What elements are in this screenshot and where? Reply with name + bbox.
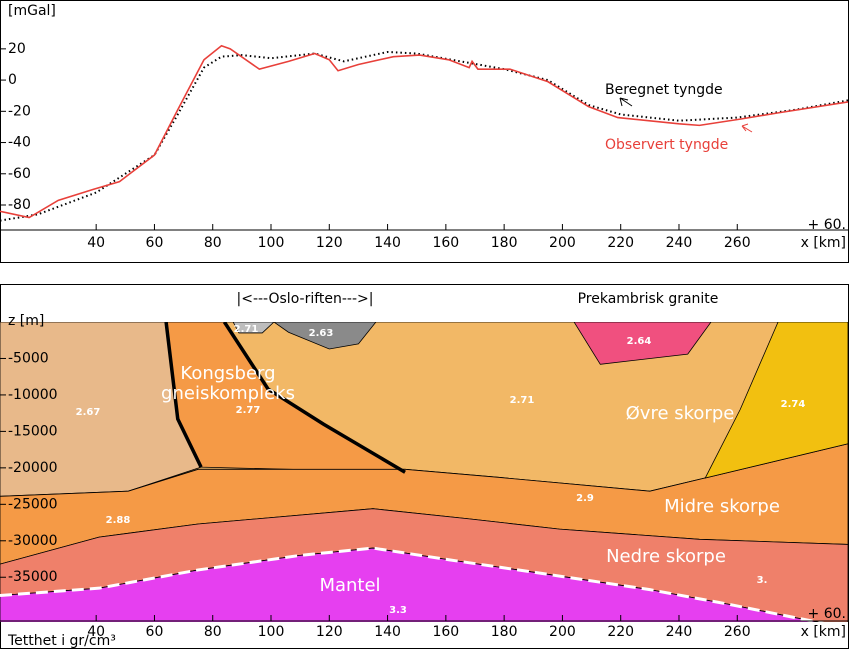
y-tick-label: -25000	[8, 496, 58, 512]
annotation: Mantel	[319, 575, 380, 596]
x-tick-label: 260	[724, 624, 751, 640]
y-tick-label: 0	[8, 72, 17, 88]
y-tick-label: 20	[8, 41, 26, 57]
density-label: 2.88	[106, 515, 131, 526]
top-panel	[0, 0, 849, 263]
y-axis-label: z [m]	[8, 313, 44, 329]
x-tick-label: 200	[549, 624, 576, 640]
x-tick-label: 40	[87, 235, 105, 251]
layer	[273, 322, 377, 350]
x-tick-label: 60	[146, 235, 164, 251]
density-label: 2.67	[76, 407, 101, 418]
y-tick-label: -35000	[8, 569, 58, 585]
annotation: Øvre skorpe	[626, 403, 735, 424]
layer	[704, 322, 849, 479]
density-label: 2.63	[309, 328, 334, 339]
fault-line	[164, 322, 203, 468]
line-series	[0, 50, 849, 222]
x-tick-label: 160	[432, 624, 459, 640]
y-tick-label: -30000	[8, 533, 58, 549]
x-axis-label: x [km]	[801, 624, 846, 640]
annotation: Midre skorpe	[664, 496, 780, 517]
x-tick-label: 100	[258, 624, 285, 640]
x-tick-label: 80	[204, 624, 222, 640]
y-tick-label: -20000	[8, 460, 58, 476]
x-tick-label: 220	[607, 235, 634, 251]
x-tick-label: 140	[374, 235, 401, 251]
corner-note: + 60.	[808, 217, 846, 233]
x-tick-label: 120	[316, 235, 343, 251]
line-series	[0, 44, 849, 219]
plot-area	[0, 44, 849, 222]
annotation: |<---Oslo-riften--->|	[237, 291, 374, 307]
annotation: Nedre skorpe	[606, 546, 726, 567]
density-label: 2.77	[236, 405, 261, 416]
density-label: 2.9	[576, 493, 594, 504]
y-tick-label: -60	[8, 166, 31, 182]
density-label: 2.74	[781, 399, 806, 410]
layer	[232, 322, 275, 334]
y-axis-label: [mGal]	[8, 3, 56, 19]
density-note: Tetthet i gr/cm³	[7, 633, 116, 649]
density-label: 2.71	[234, 324, 259, 335]
x-tick-label: 180	[491, 235, 518, 251]
annotation: Kongsberg	[180, 363, 275, 384]
density-label: 2.64	[627, 336, 652, 347]
y-tick-label: -15000	[8, 423, 58, 439]
density-label: 2.71	[510, 395, 535, 406]
legend-arrow	[619, 97, 633, 107]
x-tick-label: 260	[724, 235, 751, 251]
y-tick-label: -5000	[8, 350, 49, 366]
x-tick-label: 220	[607, 624, 634, 640]
legend-label: Observert tyngde	[605, 137, 728, 153]
layer	[573, 322, 712, 365]
y-tick-label: -10000	[8, 387, 58, 403]
x-tick-label: 80	[204, 235, 222, 251]
x-tick-label: 180	[491, 624, 518, 640]
annotation: Prekambrisk granite	[578, 291, 719, 307]
x-axis-label: x [km]	[801, 235, 846, 251]
annotation: gneiskompleks	[161, 383, 295, 404]
fault-line	[222, 322, 406, 474]
y-tick-label: -40	[8, 135, 31, 151]
x-tick-label: 240	[666, 624, 693, 640]
density-label: 3.3	[389, 605, 407, 616]
legend-arrow	[741, 123, 753, 133]
x-tick-label: 140	[374, 624, 401, 640]
x-tick-label: 240	[666, 235, 693, 251]
x-tick-label: 40	[87, 624, 105, 640]
x-tick-label: 100	[258, 235, 285, 251]
corner-note: + 60.	[808, 606, 846, 622]
plot-area	[0, 322, 849, 622]
x-tick-label: 120	[316, 624, 343, 640]
y-tick-label: -80	[8, 197, 31, 213]
density-label: 3.	[757, 575, 768, 586]
x-tick-label: 200	[549, 235, 576, 251]
x-tick-label: 160	[432, 235, 459, 251]
moho-line	[0, 546, 825, 622]
y-tick-label: -20	[8, 103, 31, 119]
legend-label: Beregnet tyngde	[605, 82, 723, 98]
x-tick-label: 60	[146, 624, 164, 640]
section-chart: 2.71 2.67 2.77 2.88 2.9 3. 3.3 2.74 2.64 2.63 2.71…	[0, 291, 849, 649]
